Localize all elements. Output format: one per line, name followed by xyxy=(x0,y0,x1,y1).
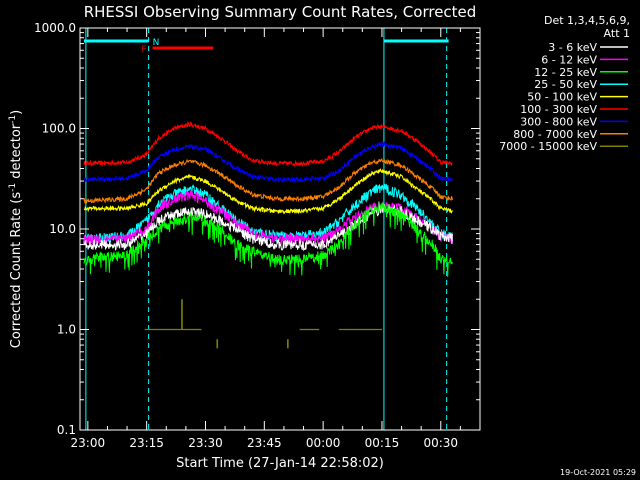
plot-area: NF xyxy=(83,28,453,430)
footer-timestamp: 19-Oct-2021 05:29 xyxy=(560,468,636,477)
series-line xyxy=(83,168,453,215)
y-axis-label-mid: detector xyxy=(9,123,24,183)
legend-label: 12 - 25 keV xyxy=(534,66,597,79)
series-line xyxy=(83,120,453,168)
x-tick-label: 23:45 xyxy=(247,436,282,450)
legend-label: 3 - 6 keV xyxy=(548,41,597,54)
y-axis-label-sup1: -1 xyxy=(8,183,18,192)
y-axis-label-main: Corrected Count Rate (s xyxy=(9,192,24,349)
x-tick-label: 00:30 xyxy=(423,436,458,450)
legend-header-detectors: Det 1,3,4,5,6,9, xyxy=(544,14,630,27)
y-axis-label: Corrected Count Rate (s-1 detector-1) xyxy=(8,110,24,348)
y-tick-label: 100.0 xyxy=(42,122,76,136)
series-line xyxy=(83,141,453,184)
legend-label: 7000 - 15000 keV xyxy=(499,140,597,153)
x-tick-label: 00:00 xyxy=(306,436,341,450)
legend-label: 800 - 7000 keV xyxy=(513,128,597,141)
legend-header-attenuator: Att 1 xyxy=(604,27,630,40)
y-tick-label: 1.0 xyxy=(57,323,76,337)
flag-label: F xyxy=(142,45,147,55)
x-tick-label: 23:15 xyxy=(129,436,164,450)
x-tick-label: 00:15 xyxy=(365,436,400,450)
legend-label: 100 - 300 keV xyxy=(520,103,597,116)
y-tick-label: 10.0 xyxy=(49,222,76,236)
y-tick-label: 0.1 xyxy=(57,423,76,437)
legend-label: 50 - 100 keV xyxy=(527,91,597,104)
legend-label: 6 - 12 keV xyxy=(541,53,597,66)
legend-label: 300 - 800 keV xyxy=(520,115,597,128)
x-axis: 23:00 23:15 23:30 23:45 00:00 00:15 00:30 xyxy=(71,28,461,450)
chart-title: RHESSI Observing Summary Count Rates, Co… xyxy=(84,3,477,21)
series-line xyxy=(83,201,453,277)
y-axis-label-end: ) xyxy=(9,110,24,115)
flag-label: N xyxy=(153,38,160,48)
x-tick-label: 23:30 xyxy=(188,436,223,450)
x-tick-label: 23:00 xyxy=(71,436,106,450)
x-axis-label: Start Time (27-Jan-14 22:58:02) xyxy=(176,456,384,471)
legend-label: 25 - 50 keV xyxy=(534,78,597,91)
y-tick-label: 1000.0 xyxy=(34,21,76,35)
y-axis-label-sup2: -1 xyxy=(8,115,18,124)
y-axis: 1000.0 100.0 10.0 1.0 0.1 xyxy=(34,21,480,437)
series-line xyxy=(83,157,453,204)
